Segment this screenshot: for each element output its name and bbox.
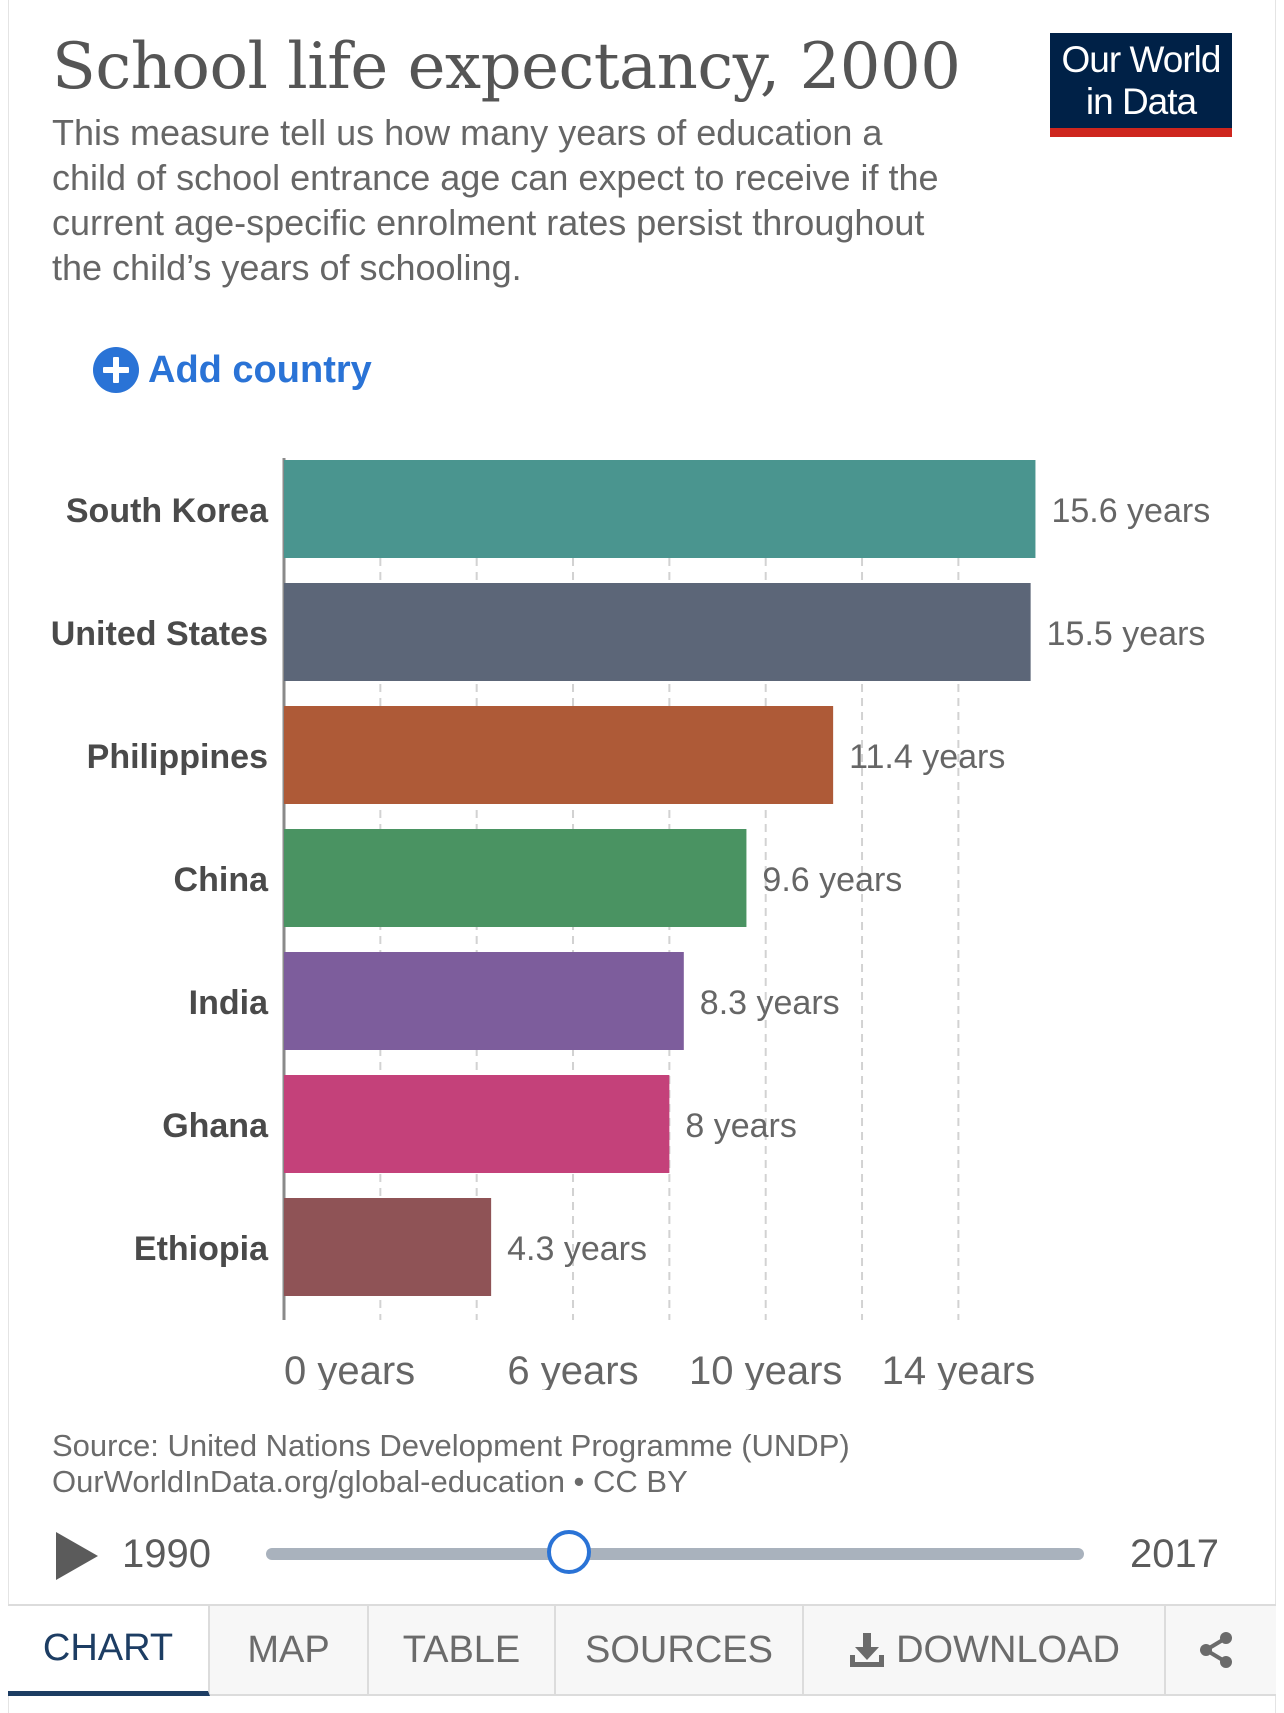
x-tick-label: 6 years bbox=[507, 1349, 638, 1390]
source-line: Source: United Nations Development Progr… bbox=[52, 1428, 850, 1463]
tab-map-label: MAP bbox=[247, 1628, 330, 1671]
bar bbox=[284, 952, 684, 1050]
share-icon bbox=[1200, 1632, 1232, 1668]
chart-subtitle: This measure tell us how many years of e… bbox=[52, 112, 939, 288]
timeline-slider-track[interactable] bbox=[266, 1530, 1084, 1574]
value-label: 11.4 years bbox=[849, 738, 1005, 776]
category-label: South Korea bbox=[66, 492, 269, 530]
tab-table[interactable]: TABLE bbox=[369, 1606, 556, 1696]
add-country-label: Add country bbox=[148, 348, 372, 391]
timeline: 1990 2017 bbox=[0, 1520, 1284, 1590]
category-label: Ethiopia bbox=[134, 1230, 269, 1268]
bar bbox=[284, 1075, 670, 1173]
x-tick-label: 10 years bbox=[689, 1349, 842, 1390]
timeline-end-year: 2017 bbox=[1130, 1532, 1219, 1576]
value-label: 8.3 years bbox=[700, 984, 840, 1022]
bar bbox=[284, 460, 1036, 558]
value-label: 15.5 years bbox=[1047, 615, 1206, 653]
add-country-button[interactable]: Add country bbox=[92, 345, 372, 395]
x-tick-label: 14 years bbox=[882, 1349, 1035, 1390]
value-label: 4.3 years bbox=[507, 1230, 647, 1268]
chart-frame bbox=[8, 0, 1276, 1713]
category-label: Ghana bbox=[162, 1107, 269, 1145]
tab-download-label: DOWNLOAD bbox=[896, 1628, 1120, 1671]
value-label: 15.6 years bbox=[1051, 492, 1210, 530]
timeline-slider-handle[interactable] bbox=[546, 1530, 591, 1574]
bar bbox=[284, 1198, 492, 1296]
tab-download[interactable]: DOWNLOAD bbox=[804, 1606, 1166, 1696]
logo-text: Our World in Data bbox=[1061, 39, 1222, 122]
x-tick-label: 0 years bbox=[284, 1349, 415, 1390]
bar-chart: South Korea 15.6 years United States 15.5 y… bbox=[51, 458, 1210, 1390]
chart-title: School life expectancy, 2000 bbox=[52, 30, 961, 104]
logo-accent-bar bbox=[1050, 128, 1232, 137]
category-label: Philippines bbox=[87, 738, 268, 776]
tab-table-label: TABLE bbox=[402, 1628, 521, 1671]
tab-share[interactable] bbox=[1166, 1606, 1276, 1696]
category-label: China bbox=[174, 861, 270, 899]
category-label: United States bbox=[51, 615, 268, 653]
source-note: Source: United Nations Development Progr… bbox=[52, 1428, 850, 1500]
value-label: 9.6 years bbox=[762, 861, 902, 899]
play-icon[interactable] bbox=[54, 1530, 102, 1582]
tab-chart[interactable]: CHART bbox=[8, 1606, 210, 1696]
bar bbox=[284, 829, 747, 927]
tab-map[interactable]: MAP bbox=[210, 1606, 369, 1696]
bar bbox=[284, 583, 1031, 681]
tab-chart-label: CHART bbox=[42, 1627, 174, 1669]
bar bbox=[284, 706, 834, 804]
timeline-start-year: 1990 bbox=[122, 1532, 211, 1576]
value-label: 8 years bbox=[685, 1107, 797, 1145]
plus-circle-icon bbox=[93, 347, 139, 393]
download-icon bbox=[850, 1633, 885, 1667]
category-label: India bbox=[189, 984, 269, 1022]
source-url[interactable]: OurWorldInData.org/global-education • CC… bbox=[52, 1464, 688, 1499]
tab-sources[interactable]: SOURCES bbox=[556, 1606, 804, 1696]
tab-bar: CHART MAP TABLE SOURCES DOWNLOAD bbox=[8, 1604, 1276, 1698]
tab-sources-label: SOURCES bbox=[585, 1628, 773, 1671]
owid-logo[interactable]: Our World in Data bbox=[1050, 33, 1232, 137]
